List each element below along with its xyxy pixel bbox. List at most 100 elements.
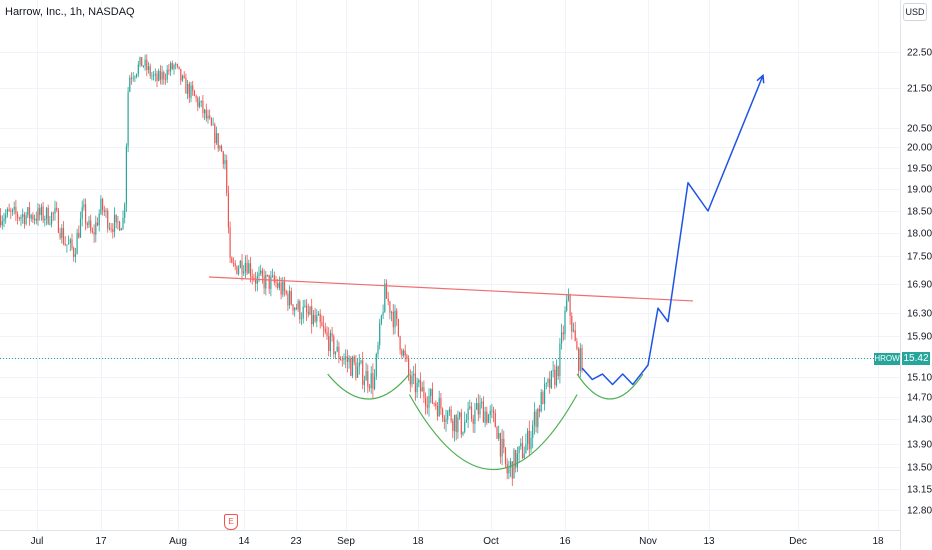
candle-body [358, 362, 360, 367]
candle-body [489, 410, 491, 415]
candle-body [93, 232, 95, 235]
candle-body [501, 438, 503, 457]
candle-body [134, 76, 136, 78]
candle-body [34, 218, 36, 220]
candle-body [324, 328, 326, 333]
candle-body [316, 315, 318, 322]
candle-body [122, 218, 124, 229]
pattern-annotations [208, 73, 765, 470]
currency-button[interactable]: USD [903, 3, 927, 21]
candle-body [142, 65, 144, 67]
price-tick-label: 14.70 [907, 393, 932, 404]
candle-body [273, 275, 275, 283]
candle-body [66, 244, 68, 246]
price-tick-label: 12.80 [907, 506, 932, 517]
candle-body [469, 406, 471, 409]
candle-body [115, 214, 117, 223]
candle-body [518, 446, 520, 454]
candle-body [516, 453, 518, 468]
candle-body [227, 193, 229, 228]
candle-body [408, 358, 410, 376]
candle-body [236, 266, 238, 274]
candle-body [88, 220, 90, 226]
candle-body [530, 437, 532, 450]
candle-body [482, 401, 484, 423]
candle-body [117, 221, 119, 223]
candle-body [540, 392, 542, 412]
candle-body [243, 271, 245, 274]
price-tick-label: 20.00 [907, 143, 932, 154]
candle-body [487, 414, 490, 423]
candle-body [212, 124, 214, 126]
candle-body [20, 216, 22, 219]
candle-body [32, 215, 34, 220]
candle-body [581, 347, 583, 371]
candle-body [336, 346, 338, 352]
candle-body [447, 411, 449, 420]
candle-body [129, 77, 131, 92]
price-tick-label: 21.50 [907, 84, 932, 95]
candle-body [331, 332, 333, 337]
candle-body [428, 395, 430, 408]
candle-body [98, 213, 100, 226]
candle-body [538, 408, 541, 412]
candle-body [503, 438, 505, 448]
candle-body [91, 230, 93, 233]
candle-body [406, 355, 408, 359]
price-tick-label: 14.30 [907, 415, 932, 426]
candle-body [244, 262, 246, 272]
candle-body [477, 403, 479, 415]
time-scale[interactable]: Jul 17 Aug 14 23 Sep 18 Oct 16 Nov 13 Dec 18 [31, 536, 884, 547]
candle-body [268, 275, 270, 289]
candle-body [351, 356, 354, 376]
price-candles [0, 54, 583, 487]
candle-body [474, 409, 476, 424]
candle-body [302, 306, 304, 319]
candle-body [537, 408, 539, 427]
candle-body [484, 411, 486, 423]
candle-body [528, 430, 530, 450]
candle-body [226, 160, 228, 194]
candle-body [0, 215, 2, 226]
candle-body [532, 424, 534, 438]
candle-body [28, 207, 31, 219]
candle-body [442, 408, 444, 418]
time-tick-label: 23 [290, 536, 302, 547]
earnings-marker-icon[interactable]: E [224, 514, 238, 530]
candle-body [535, 411, 537, 427]
candle-body [187, 83, 189, 94]
candle-body [549, 379, 551, 388]
candle-body [204, 109, 206, 114]
candle-body [261, 270, 263, 277]
candle-body [289, 290, 291, 306]
candle-body [419, 380, 422, 392]
candle-body [64, 243, 66, 246]
candle-body [362, 360, 364, 385]
candle-body [287, 293, 289, 306]
price-scale[interactable]: 22.50 21.50 20.50 20.00 19.50 19.00 18.50 18.00… [907, 48, 932, 517]
candle-body [164, 79, 167, 81]
last-price-ticker-label: HROW [874, 353, 900, 365]
neckline [208, 276, 694, 302]
time-tick-label: Jul [31, 536, 44, 547]
candle-body [506, 463, 508, 474]
candle-body [181, 75, 184, 81]
candle-body [178, 66, 180, 69]
time-tick-label: 18 [872, 536, 884, 547]
candle-body [333, 336, 335, 355]
candle-body [345, 356, 347, 358]
candle-body [404, 350, 406, 356]
candle-body [125, 146, 127, 205]
candle-body [1, 221, 3, 226]
candle-body [190, 85, 192, 98]
candle-body [481, 401, 483, 404]
candle-body [555, 366, 558, 386]
candle-body [96, 222, 99, 226]
time-tick-label: 18 [412, 536, 424, 547]
candle-body [278, 282, 280, 288]
candle-body [380, 315, 382, 324]
candle-body [166, 69, 168, 80]
candle-body [119, 221, 121, 231]
time-tick-label: 13 [703, 536, 715, 547]
